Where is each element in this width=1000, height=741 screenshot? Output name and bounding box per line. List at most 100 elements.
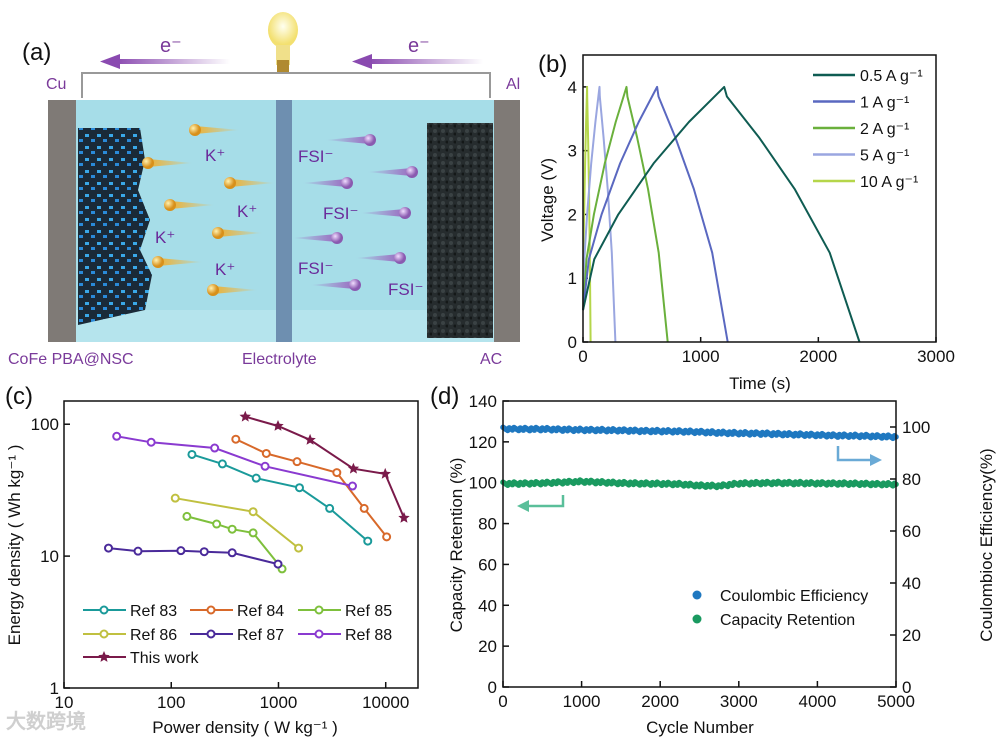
series-line	[582, 85, 861, 343]
k-ion-tail	[213, 286, 258, 294]
data-point	[170, 493, 180, 503]
legend-label: Ref 86	[130, 627, 177, 644]
data-point	[112, 431, 122, 441]
k-ion-label: K⁺	[215, 260, 235, 279]
data-point-star	[398, 511, 410, 523]
plot-frame	[582, 54, 937, 343]
k-ion-icon	[224, 177, 236, 189]
data-point	[99, 605, 109, 615]
panel-a-schematic: (a) e⁻ e⁻ Cu Al K⁺ K⁺ K⁺ K⁺ FSI⁻	[8, 12, 520, 368]
x-tick-label: 10	[55, 693, 74, 712]
fsi-ion-tail	[367, 168, 412, 176]
data-point	[210, 443, 220, 453]
separator	[276, 100, 292, 342]
legend-label: Ref 88	[345, 627, 392, 644]
data-point	[314, 629, 324, 639]
k-ion-label: K⁺	[155, 228, 175, 247]
y-tick-label: 2	[568, 205, 577, 224]
fsi-ion-tail	[360, 209, 405, 217]
legend-label: Ref 85	[345, 603, 392, 620]
data-point	[325, 503, 335, 513]
data-point	[227, 548, 237, 558]
anode-cofe-pba	[78, 128, 152, 325]
fsi-ion-label: FSI⁻	[323, 204, 358, 223]
legend-label: Capacity Retention	[720, 612, 855, 629]
data-point-star	[239, 410, 251, 422]
x-axis-title: Power density ( W kg⁻¹ )	[152, 718, 338, 737]
data-point	[248, 507, 258, 517]
data-point	[231, 434, 241, 444]
k-ion-icon	[212, 227, 224, 239]
series-line	[191, 453, 369, 542]
x-tick-label: 3000	[720, 692, 758, 711]
fsi-ion-tail	[355, 254, 400, 262]
legend-label: Coulombic Efficiency	[720, 588, 868, 605]
data-point	[314, 605, 324, 615]
k-ion-tail	[170, 201, 215, 209]
fsi-ion-icon	[349, 279, 361, 291]
y-tick-label: 80	[478, 515, 497, 534]
series-line	[235, 438, 388, 538]
data-point	[146, 437, 156, 447]
series-line	[582, 85, 592, 343]
x-axis-title: Time (s)	[729, 374, 791, 393]
data-point	[382, 532, 392, 542]
data-point	[251, 473, 261, 483]
cell-wall-right	[494, 100, 520, 342]
cell-wall-left	[48, 100, 76, 342]
data-point	[182, 511, 192, 521]
y2-axis-title: Coulombioc Efficiency(%)	[977, 448, 996, 641]
data-point-star	[347, 462, 360, 474]
fsi-ion-label: FSI⁻	[298, 147, 333, 166]
fsi-ion-tail	[302, 179, 347, 187]
legend-label: 1 A g⁻¹	[860, 95, 909, 112]
y-tick-label: 0	[488, 678, 497, 697]
k-ion-icon	[164, 199, 176, 211]
y-axis-title: Voltage (V)	[538, 158, 557, 242]
k-ion-tail	[195, 126, 240, 134]
series-line	[582, 85, 617, 343]
data-point	[332, 468, 342, 478]
legend-label: 0.5 A g⁻¹	[860, 68, 923, 85]
legend-label: 2 A g⁻¹	[860, 121, 909, 138]
data-point	[363, 536, 373, 546]
x-tick-label: 100	[157, 693, 185, 712]
fsi-ion-tail	[310, 281, 355, 289]
k-ion-tail	[148, 159, 193, 167]
data-point	[133, 546, 143, 556]
y-tick-label: 60	[478, 555, 497, 574]
data-point	[217, 459, 227, 469]
y-tick-label: 0	[568, 333, 577, 352]
k-ion-icon	[207, 284, 219, 296]
k-ion-label: K⁺	[205, 146, 225, 165]
k-ion-icon	[142, 157, 154, 169]
fsi-ion-tail	[292, 234, 337, 242]
data-point	[104, 543, 114, 553]
x-tick-label: 5000	[877, 692, 915, 711]
y2-tick-label: 0	[902, 678, 911, 697]
external-circuit-wire	[81, 72, 491, 98]
data-point	[187, 449, 197, 459]
data-point	[206, 605, 216, 615]
fsi-ion-icon	[399, 207, 411, 219]
fsi-ion-icon	[406, 166, 418, 178]
y-tick-label: 120	[469, 433, 497, 452]
plot-frame	[63, 400, 419, 689]
x-tick-label: 1000	[682, 347, 720, 366]
fsi-ion-icon	[394, 252, 406, 264]
panel-b-gcd-chart: (b) 0 1000 2000 3000 0 1 2 3 4 0.5 A g⁻¹ 1 A g⁻¹ 2 …	[538, 51, 955, 393]
legend-label: Ref 84	[237, 603, 284, 620]
x-tick-label: 2000	[641, 692, 679, 711]
legend-label: Ref 87	[237, 627, 284, 644]
lightbulb-icon	[268, 12, 298, 72]
legend-label: 10 A g⁻¹	[860, 174, 918, 191]
data-point	[347, 481, 357, 491]
y-tick-label: 20	[478, 637, 497, 656]
data-point-star	[379, 467, 391, 479]
cathode-activated-carbon	[427, 123, 493, 338]
k-ion-tail	[158, 258, 203, 266]
series-line	[108, 547, 279, 566]
series-line	[582, 85, 669, 343]
data-point	[294, 483, 304, 493]
